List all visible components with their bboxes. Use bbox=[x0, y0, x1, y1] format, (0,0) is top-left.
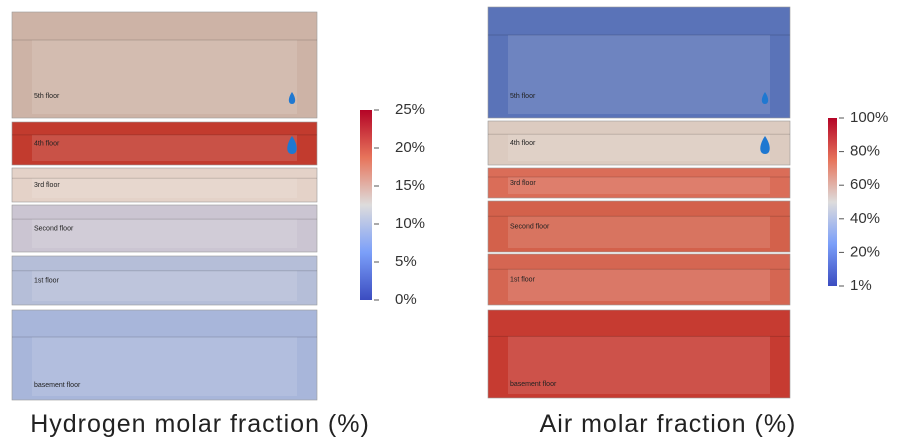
colorbar-tick-label: 5% bbox=[395, 253, 417, 270]
colorbar-tick-label: 60% bbox=[850, 176, 880, 193]
floor-label: 5th floor bbox=[34, 93, 60, 100]
colorbar-tick-label: 20% bbox=[395, 139, 425, 156]
floor-inner bbox=[32, 40, 297, 114]
colorbar-tick-label: 25% bbox=[395, 101, 425, 118]
colorbar-tick-label: 0% bbox=[395, 291, 417, 308]
caption: Air molar fraction (%) bbox=[540, 410, 797, 438]
colorbar-tick-label: 100% bbox=[850, 109, 888, 126]
floor-label: 1st floor bbox=[510, 276, 536, 283]
floor-inner bbox=[508, 177, 770, 194]
floor-inner bbox=[32, 178, 297, 198]
colorbar-tick-label: 10% bbox=[395, 215, 425, 232]
floor-label: Second floor bbox=[34, 225, 74, 232]
floor-label: Second floor bbox=[510, 223, 550, 230]
floor-label: 4th floor bbox=[510, 140, 536, 147]
floor-inner bbox=[508, 35, 770, 114]
floor-label: 1st floor bbox=[34, 277, 60, 284]
floor-inner bbox=[32, 219, 297, 248]
caption: Hydrogen molar fraction (%) bbox=[30, 410, 370, 438]
floor-label: basement floor bbox=[510, 381, 557, 388]
floor-inner bbox=[508, 269, 770, 301]
colorbar-tick-label: 1% bbox=[850, 277, 872, 294]
figure: 5th floor 4th floor 3rd floor Second floor 1… bbox=[0, 0, 897, 445]
floor-label: 4th floor bbox=[34, 140, 60, 147]
colorbar bbox=[360, 110, 372, 300]
floor-inner bbox=[32, 271, 297, 301]
floor-inner bbox=[508, 216, 770, 248]
hydrogen-panel: 5th floor 4th floor 3rd floor Second floor 1… bbox=[12, 12, 425, 438]
floor-label: 3rd floor bbox=[510, 180, 536, 187]
air-panel: 5th floor 4th floor 3rd floor Second floor 1… bbox=[488, 7, 888, 438]
floor-label: 3rd floor bbox=[34, 182, 60, 189]
floor-inner bbox=[508, 134, 770, 161]
colorbar bbox=[828, 118, 837, 286]
colorbar-tick-label: 20% bbox=[850, 243, 880, 260]
colorbar-tick-label: 40% bbox=[850, 210, 880, 227]
colorbar-tick-label: 15% bbox=[395, 177, 425, 194]
colorbar-tick-label: 80% bbox=[850, 143, 880, 160]
floor-label: 5th floor bbox=[510, 93, 536, 100]
floor-label: basement floor bbox=[34, 382, 81, 389]
floor-inner bbox=[32, 135, 297, 161]
